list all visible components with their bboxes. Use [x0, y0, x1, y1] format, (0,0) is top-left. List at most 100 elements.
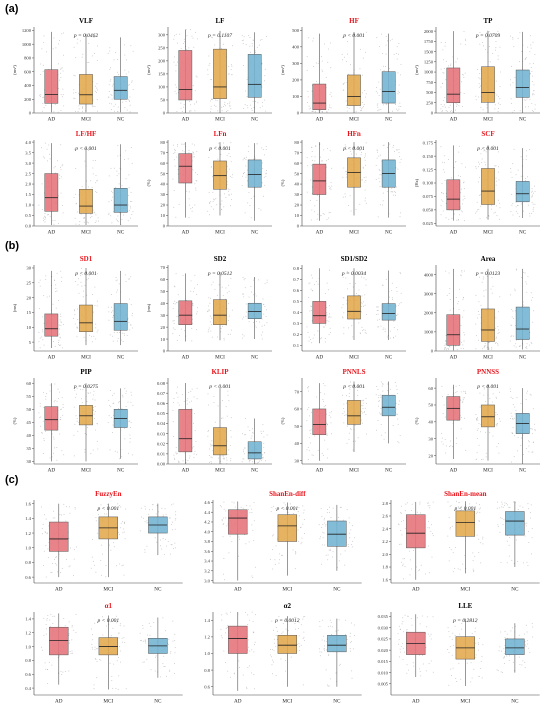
category-label-mci: MCI [483, 468, 493, 474]
y-tick-label: 0 [163, 224, 166, 229]
y-tick-label: 70 [160, 265, 165, 270]
category-label-ad: AD [316, 117, 324, 123]
y-tick-label: 0.06 [157, 401, 166, 406]
y-tick-label: 0.0 [25, 224, 31, 229]
category-label-nc: NC [385, 230, 393, 236]
y-tick-label: 1.2 [204, 635, 210, 640]
y-tick-label: 3.0 [204, 578, 210, 583]
category-label-nc: NC [251, 117, 259, 123]
y-tick-label: 100 [158, 85, 166, 90]
y-axis-label: (ms) [146, 303, 151, 312]
y-tick-label: 750 [426, 80, 434, 85]
y-axis-label: (ms²) [12, 65, 17, 75]
box-ad [313, 301, 326, 323]
chart-title: ShanEn-mean [444, 490, 486, 498]
y-tick-label: 100 [292, 94, 300, 99]
box-ad [45, 407, 58, 430]
category-label-nc: NC [154, 698, 162, 704]
y-tick-label: 2.2 [383, 539, 389, 544]
y-tick-label: 0.4 [25, 686, 31, 691]
category-label-ad: AD [55, 698, 63, 704]
category-label-ad: AD [450, 468, 458, 474]
y-tick-label: 0 [297, 224, 300, 229]
category-label-nc: NC [385, 117, 393, 123]
y-tick-label: 10 [294, 213, 299, 218]
y-tick-label: 0.075 [423, 194, 434, 199]
y-tick-label: 40 [160, 182, 165, 187]
y-tick-label: 0.6 [25, 672, 31, 677]
y-tick-label: 150 [158, 72, 166, 77]
y-tick-label: 0.1 [293, 343, 299, 348]
chart-title: SD2 [214, 255, 227, 263]
y-tick-label: 3.2 [204, 568, 210, 573]
y-tick-label: 1000 [424, 330, 434, 335]
y-tick-label: 35 [26, 446, 31, 451]
y-axis-label: (ms) [12, 303, 17, 312]
y-tick-label: 50 [160, 98, 165, 103]
box-mci [79, 74, 92, 104]
category-label-ad: AD [450, 117, 458, 123]
category-label-mci: MCI [349, 117, 359, 123]
y-tick-label: 10 [26, 325, 31, 330]
box-ad [407, 515, 426, 548]
y-tick-label: 0.050 [423, 208, 434, 213]
category-label-nc: NC [251, 355, 259, 361]
y-tick-label: 1000 [424, 70, 434, 75]
category-label-mci: MCI [483, 355, 493, 361]
y-tick-label: 20 [428, 453, 433, 458]
category-label-nc: NC [519, 230, 527, 236]
y-tick-label: 50 [26, 407, 31, 412]
y-tick-label: 4.2 [204, 520, 210, 525]
y-axis-label: (ms²) [280, 65, 285, 75]
p-value-label: p < 0.001 [74, 146, 97, 152]
y-tick-label: 3.0 [25, 161, 31, 166]
y-tick-label: 300 [158, 33, 166, 38]
box-nc [516, 307, 529, 339]
category-label-mci: MCI [81, 468, 91, 474]
y-tick-label: 15 [26, 310, 31, 315]
y-axis-label: (%) [280, 417, 285, 424]
category-label-nc: NC [154, 586, 162, 592]
y-tick-label: 1.0 [204, 651, 210, 656]
y-tick-label: 0.025 [378, 637, 389, 642]
box-mci [278, 515, 297, 542]
y-tick-label: 0.3 [293, 321, 299, 326]
y-tick-label: 50 [160, 289, 165, 294]
category-label-ad: AD [182, 355, 190, 361]
y-tick-label: 0.05 [157, 411, 166, 416]
box-ad [447, 315, 460, 346]
category-label-nc: NC [251, 468, 259, 474]
y-tick-label: 500 [292, 28, 300, 33]
y-tick-label: 1.2 [25, 531, 31, 536]
y-tick-label: 250 [426, 100, 434, 105]
box-mci [481, 67, 494, 103]
category-label-ad: AD [48, 117, 56, 123]
chart-title: Area [481, 255, 496, 263]
y-tick-label: 25 [26, 280, 31, 285]
y-tick-label: 200 [292, 78, 300, 83]
y-tick-label: 50 [294, 171, 299, 176]
chart-title: FuzzyEn [95, 490, 122, 498]
chart-svg: TPp = 0.07090250500750100012501500175020… [410, 14, 544, 125]
y-axis-label: (Hz) [414, 178, 419, 187]
y-tick-label: 1.0 [25, 203, 31, 208]
y-tick-label: 2.0 [25, 182, 31, 187]
y-tick-label: 200 [24, 97, 32, 102]
y-tick-label: 55 [26, 394, 31, 399]
p-value-label: p < 0.001 [97, 618, 120, 624]
y-tick-label: 60 [160, 161, 165, 166]
y-tick-label: 70 [294, 389, 299, 394]
p-value-label: p = 0.0462 [73, 32, 99, 39]
category-label-nc: NC [117, 355, 125, 361]
p-value-label: p < 0.001 [275, 506, 298, 512]
y-tick-label: 0.08 [157, 381, 166, 386]
chart-svg: LF/HFp < 0.0010.00.51.01.52.02.53.03.54.… [8, 127, 142, 238]
category-label-nc: NC [519, 468, 527, 474]
y-tick-label: 60 [428, 386, 433, 391]
